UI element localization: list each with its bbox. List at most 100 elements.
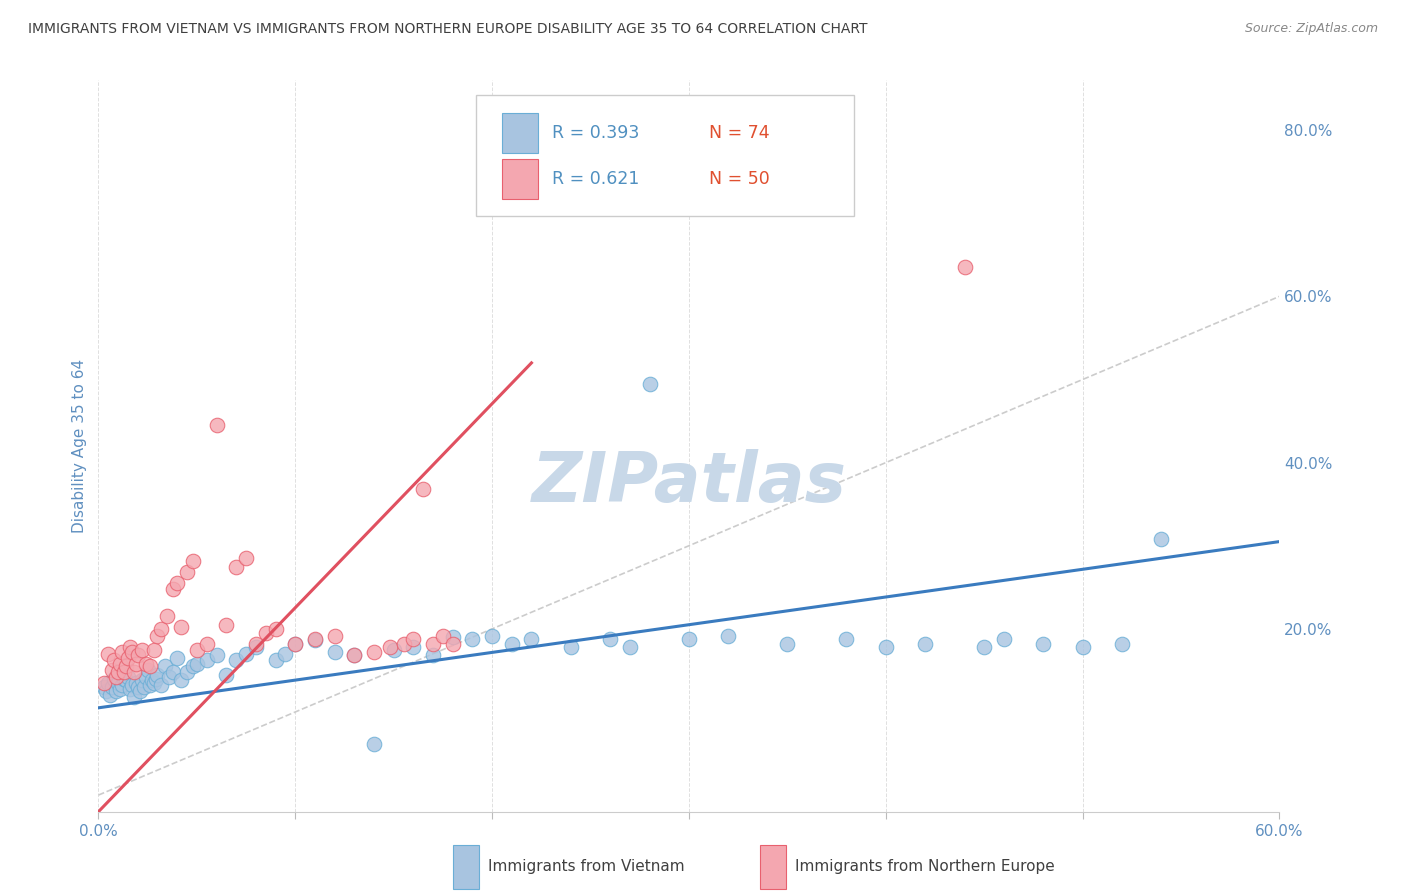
Point [145, 672, 167, 686]
Point [412, 482, 434, 496]
Point [225, 653, 247, 667]
Point [619, 640, 641, 655]
Point [101, 664, 124, 678]
Point [181, 554, 204, 568]
Point [146, 667, 169, 681]
Point [973, 640, 995, 655]
Point [97, 676, 120, 690]
Point [166, 576, 188, 591]
Point [108, 657, 131, 671]
Point [422, 637, 444, 651]
Point [105, 684, 128, 698]
Point [186, 657, 208, 671]
Point [441, 630, 464, 644]
Point [993, 632, 1015, 646]
Point [776, 637, 799, 651]
Point [875, 640, 897, 655]
Point [111, 678, 134, 692]
Point [125, 657, 148, 671]
Point [127, 680, 149, 694]
Point [1071, 640, 1094, 655]
Point [717, 628, 740, 642]
Point [96, 684, 118, 698]
Point [422, 648, 444, 663]
Point [1111, 637, 1133, 651]
Point [284, 637, 307, 651]
Point [215, 667, 238, 681]
Point [138, 678, 160, 692]
Y-axis label: Disability Age 35 to 64: Disability Age 35 to 64 [72, 359, 87, 533]
Text: ZIPatlas: ZIPatlas [531, 449, 846, 516]
Point [560, 640, 582, 655]
Point [176, 566, 198, 580]
Point [115, 659, 138, 673]
Point [402, 632, 425, 646]
Point [150, 622, 173, 636]
Point [128, 684, 150, 698]
Point [392, 637, 415, 651]
Point [138, 659, 160, 673]
Point [121, 677, 143, 691]
Point [481, 628, 503, 642]
Point [132, 680, 155, 694]
Point [186, 642, 208, 657]
FancyBboxPatch shape [502, 159, 537, 199]
Point [235, 647, 257, 661]
Point [461, 632, 484, 646]
Point [678, 632, 700, 646]
Point [103, 653, 125, 667]
Text: N = 74: N = 74 [709, 124, 769, 142]
Point [101, 680, 124, 694]
Point [142, 642, 165, 657]
Point [162, 582, 184, 596]
Point [131, 642, 153, 657]
Point [93, 680, 115, 694]
Point [225, 559, 247, 574]
Point [1150, 532, 1173, 546]
Point [235, 551, 257, 566]
Point [264, 653, 287, 667]
Text: R = 0.621: R = 0.621 [553, 170, 640, 188]
Point [127, 648, 149, 663]
Text: Immigrants from Northern Europe: Immigrants from Northern Europe [796, 859, 1054, 874]
Point [156, 609, 179, 624]
Point [155, 659, 177, 673]
Point [117, 651, 139, 665]
Point [117, 670, 139, 684]
Point [142, 676, 165, 690]
Point [170, 620, 193, 634]
Point [205, 648, 228, 663]
FancyBboxPatch shape [453, 845, 478, 888]
Point [245, 637, 267, 651]
Point [170, 673, 193, 688]
Point [131, 673, 153, 688]
Point [108, 681, 131, 696]
Point [274, 647, 297, 661]
Point [107, 665, 129, 679]
FancyBboxPatch shape [502, 112, 537, 153]
Point [402, 640, 425, 655]
Text: Source: ZipAtlas.com: Source: ZipAtlas.com [1244, 22, 1378, 36]
Point [150, 678, 173, 692]
Point [181, 659, 204, 673]
Point [441, 637, 464, 651]
Point [176, 665, 198, 679]
Point [112, 672, 135, 686]
Point [122, 690, 145, 704]
Point [304, 633, 326, 648]
Point [122, 665, 145, 679]
Point [363, 737, 385, 751]
Point [157, 670, 180, 684]
Point [111, 645, 134, 659]
Point [378, 640, 401, 655]
Point [953, 260, 976, 275]
Point [141, 673, 163, 688]
Point [135, 657, 157, 671]
Point [343, 648, 366, 663]
Point [195, 637, 218, 651]
Text: Immigrants from Vietnam: Immigrants from Vietnam [488, 859, 685, 874]
Point [254, 626, 277, 640]
Point [382, 642, 405, 657]
Point [245, 640, 267, 655]
Point [136, 664, 159, 678]
